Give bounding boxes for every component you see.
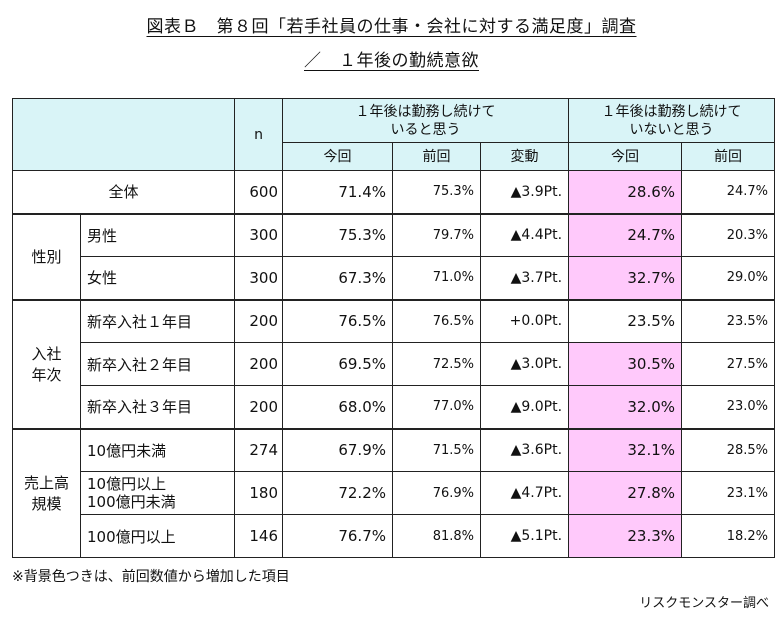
not-current-value: 30.5% xyxy=(568,342,683,386)
header-previous-not: 前回 xyxy=(681,142,776,171)
not-previous-value: 20.3% xyxy=(681,212,776,257)
not-previous-value: 23.1% xyxy=(681,471,776,515)
row-label: 新卒入社１年目 xyxy=(80,298,235,343)
change-value: ▲3.0Pt. xyxy=(479,342,570,386)
header-change: 変動 xyxy=(479,142,570,171)
previous-value: 81.8% xyxy=(392,514,481,558)
header-group-not-continue: １年後は勤務し続けて いないと思う xyxy=(568,98,776,143)
not-previous-value: 28.5% xyxy=(681,427,776,472)
change-value: ▲9.0Pt. xyxy=(479,385,570,429)
row-label: 新卒入社３年目 xyxy=(80,385,235,429)
previous-value: 71.5% xyxy=(392,427,481,472)
change-value: ▲4.7Pt. xyxy=(479,471,570,515)
category-scale: 売上高 規模 xyxy=(12,427,81,558)
current-value: 67.9% xyxy=(282,427,393,472)
change-value: ▲5.1Pt. xyxy=(479,514,570,558)
not-previous-value: 29.0% xyxy=(681,256,776,300)
row-label: 新卒入社２年目 xyxy=(80,342,235,386)
not-current-value: 24.7% xyxy=(568,212,683,257)
change-value: +0.0Pt. xyxy=(479,298,570,343)
current-value: 68.0% xyxy=(282,385,393,429)
table-row-year-2: 新卒入社２年目 200 69.5% 72.5% ▲3.0Pt. 30.5% 27… xyxy=(13,342,776,386)
current-value: 76.7% xyxy=(282,514,393,558)
n-value: 300 xyxy=(234,256,283,300)
row-label: 全体 xyxy=(12,170,235,214)
current-value: 72.2% xyxy=(282,471,393,515)
current-value: 67.3% xyxy=(282,256,393,300)
category-gender: 性別 xyxy=(12,212,81,300)
not-current-value: 28.6% xyxy=(568,170,683,214)
not-current-value: 23.5% xyxy=(568,298,683,343)
current-value: 76.5% xyxy=(282,298,393,343)
category-year: 入社 年次 xyxy=(12,298,81,429)
table-row-female: 女性 300 67.3% 71.0% ▲3.7Pt. 32.7% 29.0% xyxy=(13,256,776,300)
previous-value: 77.0% xyxy=(392,385,481,429)
previous-value: 71.0% xyxy=(392,256,481,300)
current-value: 75.3% xyxy=(282,212,393,257)
not-current-value: 23.3% xyxy=(568,514,683,558)
table-row-scale-2: 10億円以上 100億円未満 180 72.2% 76.9% ▲4.7Pt. 2… xyxy=(13,471,776,515)
not-previous-value: 24.7% xyxy=(681,170,776,214)
not-previous-value: 18.2% xyxy=(681,514,776,558)
change-value: ▲3.6Pt. xyxy=(479,427,570,472)
not-previous-value: 23.0% xyxy=(681,385,776,429)
header-current: 今回 xyxy=(282,142,393,171)
row-label: 男性 xyxy=(80,212,235,257)
header-current-not: 今回 xyxy=(568,142,683,171)
change-value: ▲3.7Pt. xyxy=(479,256,570,300)
previous-value: 75.3% xyxy=(392,170,481,214)
not-current-value: 32.1% xyxy=(568,427,683,472)
title-line-1: 図表Ｂ 第８回「若手社員の仕事・会社に対する満足度」調査 xyxy=(146,17,637,37)
row-label: 10億円以上 100億円未満 xyxy=(80,471,235,515)
row-label: 女性 xyxy=(80,256,235,300)
n-value: 274 xyxy=(234,427,283,472)
current-value: 69.5% xyxy=(282,342,393,386)
table-row-year-3: 新卒入社３年目 200 68.0% 77.0% ▲9.0Pt. 32.0% 23… xyxy=(13,385,776,429)
previous-value: 76.5% xyxy=(392,298,481,343)
table-row-scale-1: 売上高 規模 10億円未満 274 67.9% 71.5% ▲3.6Pt. 32… xyxy=(12,427,776,558)
not-current-value: 32.0% xyxy=(568,385,683,429)
not-previous-value: 27.5% xyxy=(681,342,776,386)
row-label: 100億円以上 xyxy=(80,514,235,558)
table-row-all: 全体 600 71.4% 75.3% ▲3.9Pt. 28.6% 24.7% xyxy=(12,170,776,214)
change-value: ▲4.4Pt. xyxy=(479,212,570,257)
title-line-2: ／ １年後の勤続意欲 xyxy=(304,51,479,71)
header-n: n xyxy=(234,98,283,171)
not-previous-value: 23.5% xyxy=(681,298,776,343)
data-table: n １年後は勤務し続けて いると思う １年後は勤務し続けて いないと思う 今回 … xyxy=(12,98,776,558)
not-current-value: 27.8% xyxy=(568,471,683,515)
table-row-year-1: 入社 年次 新卒入社１年目 200 76.5% 76.5% +0.0Pt. 23… xyxy=(12,298,776,429)
footnote: ※背景色つきは、前回数値から増加した項目 xyxy=(12,569,290,585)
n-value: 200 xyxy=(234,385,283,429)
source-credit: リスクモンスター調べ xyxy=(639,596,769,611)
header-blank xyxy=(12,98,235,171)
n-value: 200 xyxy=(234,342,283,386)
table-row-male: 性別 男性 300 75.3% 79.7% ▲4.4Pt. 24.7% 20.3… xyxy=(12,212,776,300)
previous-value: 72.5% xyxy=(392,342,481,386)
n-value: 146 xyxy=(234,514,283,558)
n-value: 600 xyxy=(234,170,283,214)
not-current-value: 32.7% xyxy=(568,256,683,300)
change-value: ▲3.9Pt. xyxy=(479,170,570,214)
header-previous: 前回 xyxy=(392,142,481,171)
n-value: 300 xyxy=(234,212,283,257)
previous-value: 79.7% xyxy=(392,212,481,257)
header-group-continue: １年後は勤務し続けて いると思う xyxy=(281,98,570,143)
n-value: 200 xyxy=(234,298,283,343)
n-value: 180 xyxy=(234,471,283,515)
table-row-scale-3: 100億円以上 146 76.7% 81.8% ▲5.1Pt. 23.3% 18… xyxy=(13,514,776,558)
previous-value: 76.9% xyxy=(392,471,481,515)
current-value: 71.4% xyxy=(282,170,393,214)
row-label: 10億円未満 xyxy=(80,427,235,472)
